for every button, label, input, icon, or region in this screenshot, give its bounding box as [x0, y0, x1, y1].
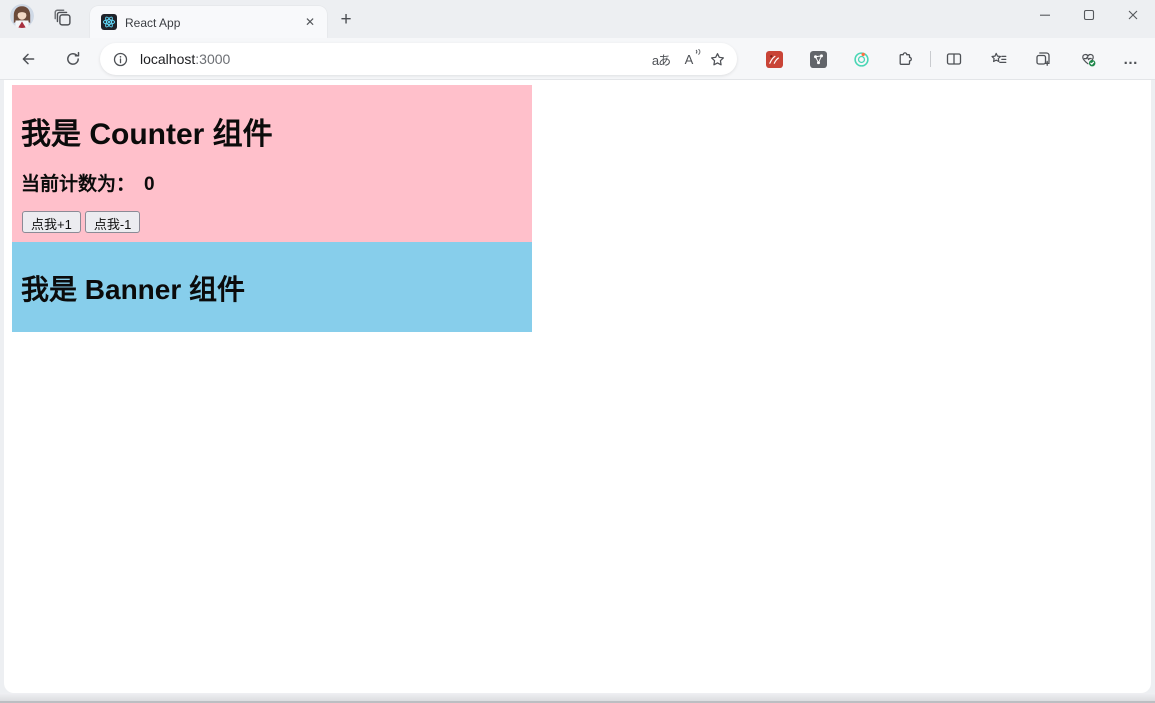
- count-value: 0: [144, 174, 155, 195]
- back-icon[interactable]: [14, 45, 42, 73]
- banner-title: 我是 Banner 组件: [21, 274, 246, 305]
- extension-radar-icon[interactable]: [847, 45, 875, 73]
- favorite-star-icon[interactable]: [703, 45, 731, 73]
- tab-title: React App: [125, 16, 181, 30]
- tab-close-icon[interactable]: ✕: [301, 13, 319, 31]
- extension-red-icon[interactable]: [760, 45, 788, 73]
- refresh-icon[interactable]: [59, 45, 87, 73]
- new-tab-button[interactable]: +: [333, 7, 359, 33]
- count-line: 当前计数为： 0: [21, 169, 155, 196]
- split-screen-icon[interactable]: [940, 45, 968, 73]
- close-button[interactable]: [1111, 0, 1155, 30]
- read-aloud-letter: A: [684, 51, 694, 67]
- url-host: localhost: [140, 51, 196, 67]
- address-bar[interactable]: localhost:3000 aあ A: [100, 43, 737, 75]
- counter-title: 我是 Counter 组件: [21, 118, 273, 151]
- browser-essentials-icon[interactable]: [1074, 45, 1102, 73]
- site-info-icon[interactable]: [113, 52, 128, 67]
- tab-strip: React App ✕ +: [0, 0, 1155, 38]
- extensions-puzzle-icon[interactable]: [891, 45, 919, 73]
- banner-component: 我是 Banner 组件: [12, 242, 532, 332]
- favorites-hub-icon[interactable]: [985, 45, 1013, 73]
- counter-buttons: 点我+1 点我-1: [22, 211, 141, 233]
- read-aloud-icon[interactable]: A: [675, 45, 703, 73]
- toolbar-divider: [930, 51, 931, 67]
- react-favicon-icon: [101, 14, 117, 30]
- count-label: 当前计数为：: [21, 174, 136, 195]
- decrement-button[interactable]: 点我-1: [84, 211, 141, 233]
- navigation-toolbar: localhost:3000 aあ A: [0, 38, 1155, 80]
- increment-button[interactable]: 点我+1: [22, 211, 81, 233]
- extension-graph-icon[interactable]: [804, 45, 832, 73]
- tab-actions-menu-icon[interactable]: [53, 5, 79, 31]
- counter-component: 我是 Counter 组件 当前计数为： 0 点我+1 点我-1: [12, 85, 532, 242]
- collections-icon[interactable]: [1029, 45, 1057, 73]
- page-content: 我是 Counter 组件 当前计数为： 0 点我+1 点我-1 我是 Banne…: [4, 80, 1151, 693]
- window-frame-bottom: [0, 693, 1155, 703]
- url-text: localhost:3000: [140, 51, 230, 67]
- url-port: :3000: [195, 51, 231, 67]
- window-controls: [1023, 0, 1155, 32]
- minimize-button[interactable]: [1023, 0, 1067, 30]
- maximize-button[interactable]: [1067, 0, 1111, 30]
- profile-avatar[interactable]: [10, 4, 34, 28]
- settings-more-icon[interactable]: …: [1117, 45, 1145, 73]
- avatar-image: [10, 4, 34, 28]
- translate-icon[interactable]: aあ: [647, 45, 675, 73]
- browser-tab[interactable]: React App ✕: [90, 6, 327, 38]
